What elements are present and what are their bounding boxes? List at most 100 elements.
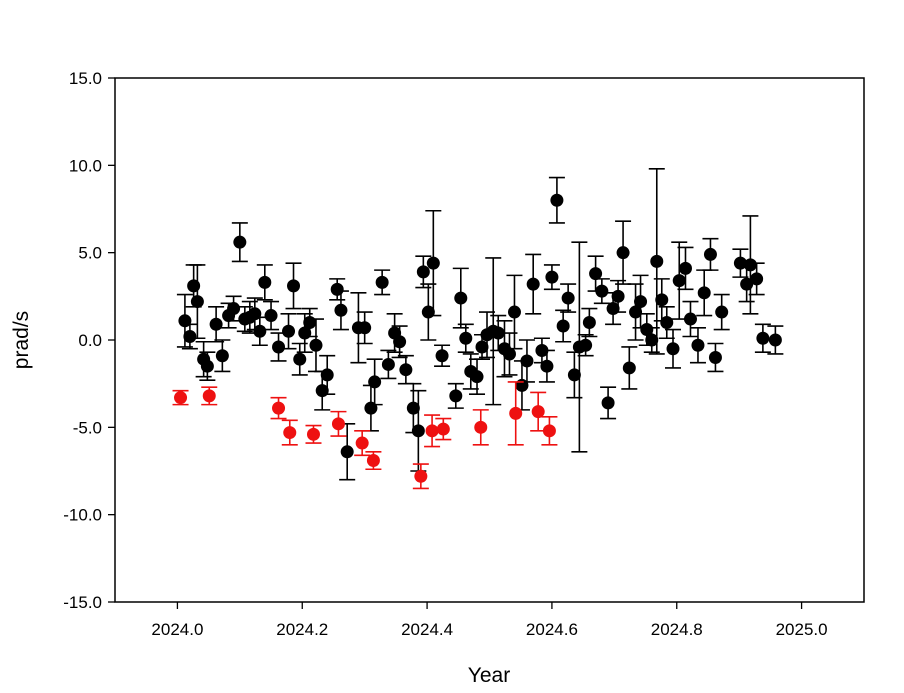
data-point [743,258,757,272]
data-point [502,347,516,361]
data-point [611,289,625,303]
data-point [474,420,488,434]
data-point [589,267,603,281]
data-point [368,375,382,389]
data-point [366,454,380,468]
data-point [215,349,229,363]
data-point [622,361,636,375]
data-point [582,316,596,330]
data-point [330,282,344,296]
data-point [542,424,556,438]
data-point [683,312,697,326]
y-tick-label: -15.0 [63,593,102,612]
data-point [355,436,369,450]
data-point [202,389,216,403]
data-point [634,295,648,309]
data-point [550,193,564,207]
x-tick-label: 2025.0 [776,620,828,639]
data-point [425,424,439,438]
data-point [579,338,593,352]
data-point [475,340,489,354]
y-axis: 15.0 10.0 5.0 0.0 -5.0 -10.0 -15.0 [63,69,115,612]
data-point [435,349,449,363]
data-point [655,293,669,307]
data-point [227,302,241,316]
data-point [381,357,395,371]
data-point [358,321,372,335]
data-point [183,330,197,344]
y-tick-label: -5.0 [73,418,102,437]
data-point [672,274,686,288]
data-point [509,406,523,420]
data-point [750,272,764,286]
data-point [678,261,692,275]
data-point [416,265,430,279]
data-series [172,168,784,490]
y-tick-label: 10.0 [69,156,102,175]
data-point [414,469,428,483]
data-point [174,391,188,405]
data-point [756,331,770,345]
series-0 [176,168,784,481]
x-axis-title: Year [468,664,510,687]
data-point [426,256,440,270]
data-point [531,405,545,419]
data-point [209,317,223,331]
data-point [697,286,711,300]
data-point [293,352,307,366]
data-point [233,235,247,249]
x-tick-label: 2024.2 [276,620,328,639]
y-tick-label: -10.0 [63,506,102,525]
data-point [526,277,540,291]
data-point [449,389,463,403]
data-point [666,342,680,356]
data-point [691,338,705,352]
y-axis-title: prad/s [10,311,33,369]
data-point [200,359,214,373]
data-point [406,401,420,415]
data-point [708,350,722,364]
data-point [331,417,345,431]
data-point [616,246,630,260]
data-point [703,247,717,261]
data-point [340,445,354,459]
data-point [768,333,782,347]
data-point [491,326,505,340]
data-point [303,316,317,330]
data-point [507,305,521,319]
data-point [595,284,609,298]
data-point [253,324,267,338]
data-point [470,370,484,384]
x-tick-label: 2024.4 [401,620,453,639]
data-point [309,338,323,352]
data-point [272,401,286,415]
data-point [283,426,297,440]
data-point [561,291,575,305]
y-tick-label: 15.0 [69,69,102,88]
data-point [520,354,534,368]
data-point [190,295,204,309]
data-point [287,279,301,293]
data-point [334,303,348,317]
data-point [540,359,554,373]
data-point [272,340,286,354]
data-point [556,319,570,333]
x-tick-label: 2024.0 [151,620,203,639]
data-point [364,401,378,415]
data-point [320,368,334,382]
data-point [645,333,659,347]
data-point [660,316,674,330]
data-point [454,291,468,305]
data-point [375,275,389,289]
data-point [282,324,296,338]
series-1 [172,381,558,490]
data-point [258,275,272,289]
data-point [650,254,664,268]
data-point [629,305,643,319]
data-point [436,422,450,436]
data-point [601,396,615,410]
data-point [399,363,413,377]
data-point [411,424,425,438]
data-point [567,368,581,382]
